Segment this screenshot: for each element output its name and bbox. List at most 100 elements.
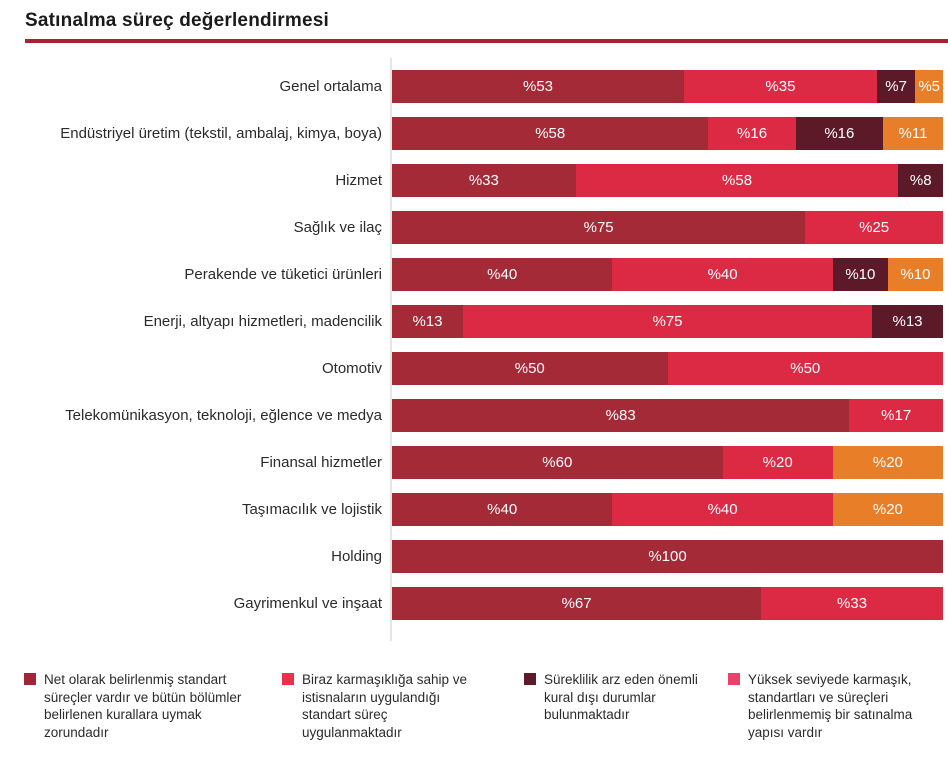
segment-value: %7 <box>885 78 907 95</box>
legend-item: Yüksek seviyede karmaşık, standartları v… <box>728 671 948 741</box>
bar-segment: %40 <box>612 258 833 291</box>
bar-segment: %75 <box>392 211 806 244</box>
bar-row: Enerji, altyapı hizmetleri, madencilik %1… <box>0 298 948 345</box>
bar-row: Genel ortalama %53 %35 %7 %5 <box>0 63 948 110</box>
segment-value: %16 <box>824 125 855 142</box>
bar-segment: %17 <box>849 399 943 432</box>
chart-legend: Net olarak belirlenmiş standart süreçler… <box>0 671 948 741</box>
segment-value: %100 <box>648 548 687 565</box>
segment-value: %5 <box>918 78 941 95</box>
category-label: Hizmet <box>335 171 382 189</box>
segment-value: %53 <box>522 78 554 95</box>
bar-row: Sağlık ve ilaç %75 %25 <box>0 204 948 251</box>
bar-segment: %33 <box>761 587 943 620</box>
segment-value: %40 <box>707 501 738 518</box>
bar-row: Finansal hizmetler %60 %20 %20 <box>0 439 948 486</box>
bar-segment: %58 <box>575 164 899 197</box>
bar-segment: %20 <box>722 446 833 479</box>
bar-segment: %13 <box>872 305 943 338</box>
segment-value: %20 <box>762 454 793 471</box>
category-label: Gayrimenkul ve inşaat <box>233 594 382 612</box>
category-label: Taşımacılık ve lojistik <box>241 500 382 518</box>
legend-item: Biraz karmaşıklığa sahip ve istisnaların… <box>282 671 524 741</box>
bar-segment: %10 <box>887 258 943 291</box>
bar-row: Gayrimenkul ve inşaat %67 %33 <box>0 580 948 627</box>
segment-value: %50 <box>790 360 821 377</box>
segment-value: %40 <box>487 501 518 518</box>
bar-segment: %83 <box>392 399 850 432</box>
bar-track: %33 %58 %8 <box>392 164 943 197</box>
bar-row: Hizmet %33 %58 %8 <box>0 157 948 204</box>
segment-value: %75 <box>583 219 614 236</box>
bar-segment: %50 <box>392 352 668 385</box>
segment-value: %40 <box>707 266 738 283</box>
legend-item: Net olarak belirlenmiş standart süreçler… <box>24 671 282 741</box>
category-label: Holding <box>331 547 382 565</box>
segment-value: %10 <box>900 266 931 283</box>
segment-value: %75 <box>652 313 683 330</box>
bar-track: %40 %40 %10 %10 <box>392 258 943 291</box>
segment-value: %58 <box>722 172 753 189</box>
bar-segment: %67 <box>392 587 762 620</box>
segment-value: %8 <box>909 172 932 189</box>
bar-segment: %11 <box>882 117 943 150</box>
bar-segment: %16 <box>795 117 883 150</box>
bar-track: %53 %35 %7 %5 <box>392 70 943 103</box>
segment-value: %58 <box>535 125 566 142</box>
bar-track: %58 %16 %16 %11 <box>392 117 943 150</box>
bar-row: Otomotiv %50 %50 <box>0 345 948 392</box>
bar-segment: %20 <box>832 446 943 479</box>
bar-segment: %58 <box>392 117 709 150</box>
bar-track: %75 %25 <box>392 211 943 244</box>
segment-value: %13 <box>412 313 443 330</box>
category-label: Telekomünikasyon, teknoloji, eğlence ve … <box>65 406 382 424</box>
segment-value: %20 <box>872 454 903 471</box>
legend-label: Biraz karmaşıklığa sahip ve istisnaların… <box>302 672 468 740</box>
bar-segment: %60 <box>392 446 723 479</box>
legend-label: Yüksek seviyede karmaşık, standartları v… <box>748 672 913 740</box>
segment-value: %25 <box>859 219 890 236</box>
bar-row: Holding %100 <box>0 533 948 580</box>
segment-value: %35 <box>765 78 796 95</box>
legend-swatch-icon <box>24 673 36 685</box>
segment-value: %60 <box>542 454 573 471</box>
bar-track: %100 <box>392 540 943 573</box>
title-underline <box>25 39 948 43</box>
bar-segment: %33 <box>392 164 576 197</box>
bar-segment: %10 <box>832 258 888 291</box>
category-label: Finansal hizmetler <box>260 453 382 471</box>
bar-segment: %40 <box>612 493 833 526</box>
category-label: Sağlık ve ilaç <box>293 218 382 236</box>
bar-track: %60 %20 %20 <box>392 446 943 479</box>
legend-label: Net olarak belirlenmiş standart süreçler… <box>44 672 242 740</box>
bar-segment: %5 <box>915 70 943 103</box>
page-title: Satınalma süreç değerlendirmesi <box>25 10 329 31</box>
bar-row: Perakende ve tüketici ürünleri %40 %40 %10%… <box>0 251 948 298</box>
bar-track: %83 %17 <box>392 399 943 432</box>
segment-value: %83 <box>605 407 636 424</box>
bar-segment: %100 <box>392 540 943 573</box>
legend-swatch-icon <box>728 673 740 685</box>
bar-rows: Genel ortalama %53 %35 %7 %5 Endüstriyel üret… <box>0 63 948 627</box>
legend-swatch-icon <box>282 673 294 685</box>
segment-value: %16 <box>737 125 768 142</box>
bar-segment: %7 <box>876 70 916 103</box>
segment-value: %20 <box>872 501 903 518</box>
segment-value: %33 <box>837 595 868 612</box>
bar-segment: %25 <box>805 211 943 244</box>
bar-track: %67 %33 <box>392 587 943 620</box>
segment-value: %50 <box>514 360 545 377</box>
segment-value: %67 <box>561 595 592 612</box>
bar-segment: %8 <box>898 164 943 197</box>
bar-row: Taşımacılık ve lojistik %40 %40 %20 <box>0 486 948 533</box>
bar-segment: %40 <box>392 493 613 526</box>
segment-value: %11 <box>898 125 928 142</box>
bar-segment: %35 <box>684 70 877 103</box>
report-page: Satınalma süreç değerlendirmesi Genel or… <box>0 10 948 741</box>
stacked-bar-chart: Genel ortalama %53 %35 %7 %5 Endüstriyel üret… <box>0 58 948 641</box>
category-label: Otomotiv <box>321 359 382 377</box>
segment-value: %13 <box>892 313 923 330</box>
segment-value: %17 <box>881 407 912 424</box>
y-axis-line <box>390 58 392 641</box>
segment-value: %40 <box>487 266 518 283</box>
